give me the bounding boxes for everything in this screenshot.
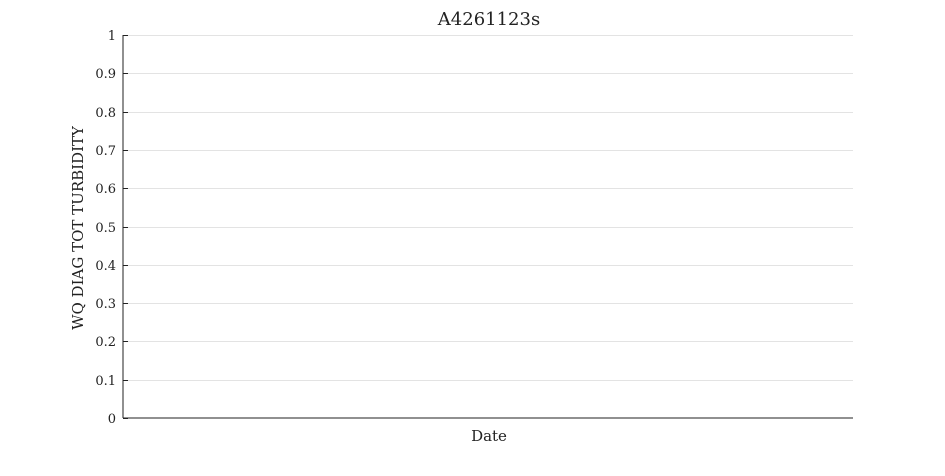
y-axis-ticks: 0 0.1 0.2 0.3 0.4 0.5 0.6 0.7 0.8 0.9 1 — [95, 29, 128, 427]
y-tick-label: 0.5 — [95, 221, 116, 236]
chart-title: A4261123s — [437, 9, 540, 30]
y-tick-label: 0.4 — [95, 259, 116, 274]
y-tick-label: 0.1 — [95, 374, 116, 389]
axes — [122, 35, 853, 419]
y-tick-label: 0.3 — [95, 297, 116, 312]
y-tick-label: 0.2 — [95, 335, 116, 350]
gridlines — [123, 35, 853, 381]
y-tick-label: 0.7 — [95, 144, 116, 159]
y-tick-label: 1 — [108, 29, 116, 44]
y-tick-label: 0.6 — [95, 182, 116, 197]
y-tick-label: 0.9 — [95, 67, 116, 82]
x-axis-label: Date — [471, 427, 507, 445]
y-tick-label: 0 — [108, 412, 116, 427]
y-tick-label: 0.8 — [95, 106, 116, 121]
y-axis-label: WQ DIAG TOT TURBIDITY — [69, 125, 87, 330]
